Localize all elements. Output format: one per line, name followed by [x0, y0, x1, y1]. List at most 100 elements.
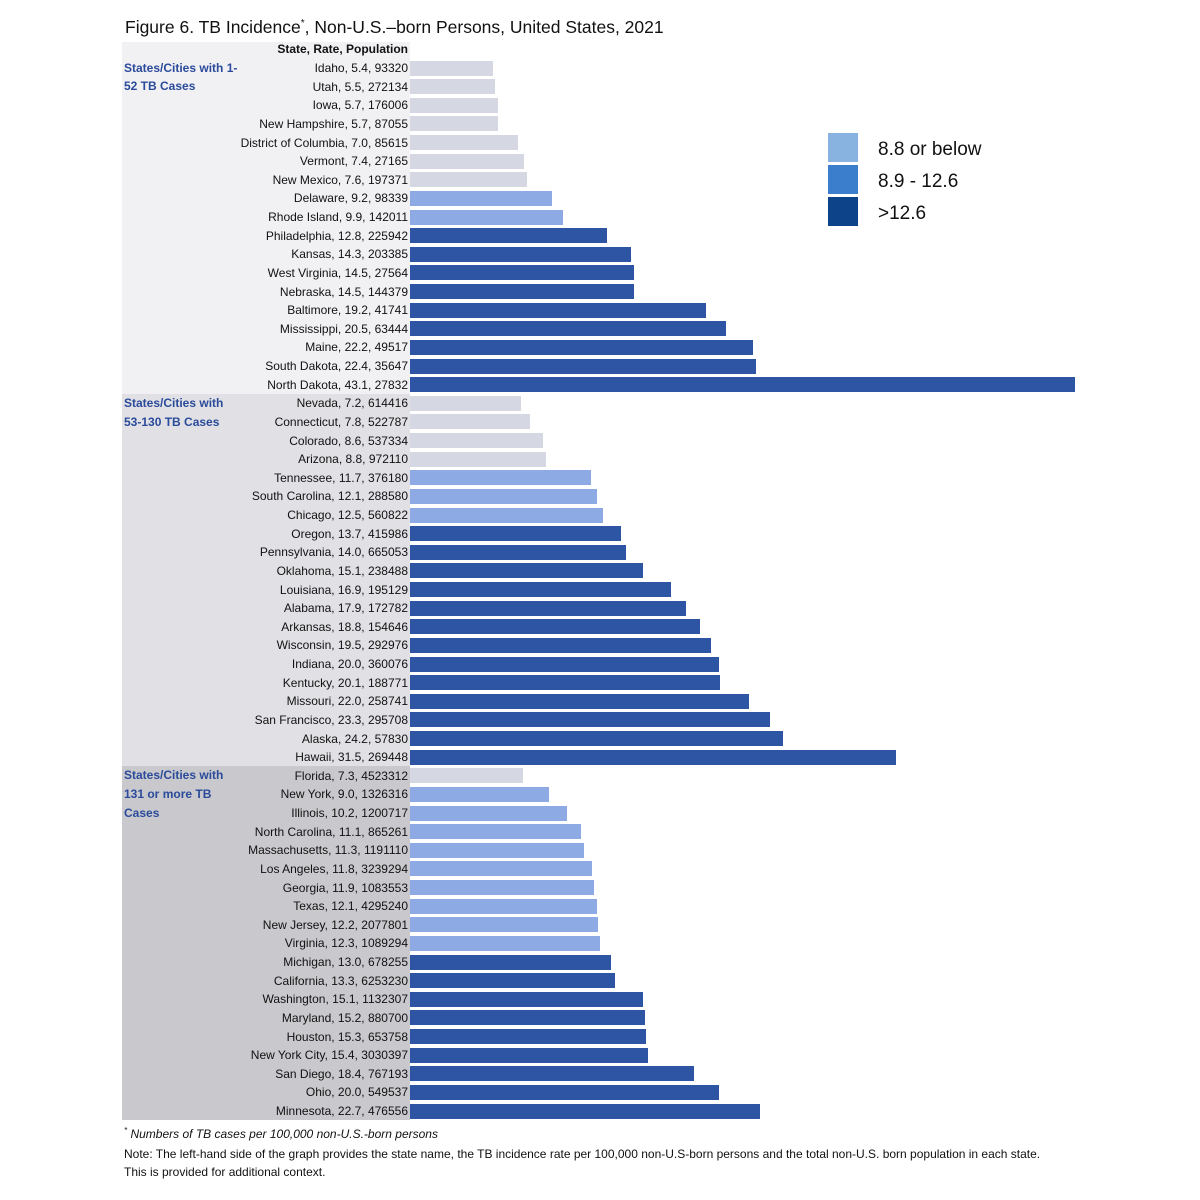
group-label: States/Cities with 1-52 TB Cases	[124, 60, 238, 94]
bar	[410, 917, 599, 933]
bar	[410, 395, 522, 411]
bar-label: Oregon, 13.7, 415986	[291, 526, 408, 541]
title-rest: , Non-U.S.–born Persons, United States, …	[304, 17, 664, 37]
bar	[410, 507, 603, 523]
bar	[410, 637, 711, 653]
bar-label: Minnesota, 22.7, 476556	[275, 1104, 408, 1118]
group-panel: States/Cities with 53-130 TB Cases	[122, 393, 410, 767]
bar	[410, 861, 593, 877]
bar	[410, 563, 643, 579]
bar	[410, 209, 563, 225]
bar-label: Los Angeles, 11.8, 3239294	[260, 861, 408, 876]
bar-label: Indiana, 20.0, 360076	[291, 657, 408, 671]
bar	[410, 414, 531, 430]
bar-label: North Dakota, 43.1, 27832	[267, 377, 408, 392]
bar	[410, 582, 671, 597]
bar	[410, 600, 687, 616]
bar-label: South Dakota, 22.4, 35647	[265, 359, 408, 373]
bar	[410, 433, 543, 448]
bar	[410, 284, 634, 299]
bar-label: New York, 9.0, 1326316	[280, 787, 408, 802]
bar-label: Vermont, 7.4, 27165	[299, 154, 408, 169]
bar-label: Kentucky, 20.1, 188771	[282, 675, 408, 690]
bar	[410, 842, 585, 858]
footnote: * Numbers of TB cases per 100,000 non-U.…	[124, 1126, 438, 1141]
bar-label: Louisiana, 16.9, 195129	[279, 582, 408, 597]
note: Note: The left-hand side of the graph pr…	[124, 1147, 1041, 1179]
bar-label: San Francisco, 23.3, 295708	[254, 712, 408, 727]
bar-label: Chicago, 12.5, 560822	[287, 508, 408, 522]
column-header: State, Rate, Population	[277, 42, 408, 56]
bar-label: Philadelphia, 12.8, 225942	[265, 228, 408, 243]
legend-label: 8.8 or below	[878, 139, 982, 160]
bar-label: Michigan, 13.0, 678255	[283, 955, 408, 969]
bar	[410, 190, 552, 206]
bar-label: Tennessee, 11.7, 376180	[274, 470, 408, 485]
bar	[410, 731, 784, 746]
title-footnote-mark: *	[300, 18, 305, 30]
bar	[410, 488, 597, 504]
bar-label: Utah, 5.5, 272134	[312, 79, 408, 94]
bar-label: South Carolina, 12.1, 288580	[251, 489, 408, 504]
bar-label: Alaska, 24.2, 57830	[301, 731, 408, 746]
bar	[410, 116, 498, 132]
bar	[410, 824, 582, 840]
bar	[410, 619, 701, 635]
title-text: Figure 6. TB Incidence	[125, 17, 301, 37]
bar-label: Delaware, 9.2, 98339	[293, 191, 408, 206]
bar-label: Arkansas, 18.8, 154646	[281, 619, 408, 634]
bar-label: Alabama, 17.9, 172782	[283, 601, 408, 616]
bar	[410, 153, 525, 169]
bar	[410, 749, 897, 765]
bar	[410, 228, 608, 244]
bar	[410, 246, 631, 262]
bar	[410, 1029, 647, 1044]
bar-label: Illinois, 10.2, 1200717	[291, 806, 408, 820]
bar	[410, 693, 750, 709]
bar	[410, 935, 600, 951]
bar-label: Nevada, 7.2, 614416	[296, 396, 408, 411]
bar-label: Hawaii, 31.5, 269448	[295, 750, 408, 765]
bar	[410, 954, 611, 970]
bar-label: Washington, 15.1, 1132307	[262, 992, 408, 1007]
group-label: States/Cities with 53-130 TB Cases	[124, 395, 224, 429]
legend-swatch	[828, 165, 858, 194]
bar	[410, 135, 518, 150]
legend-label: >12.6	[878, 203, 927, 224]
bar	[410, 880, 594, 895]
bar-label: New York City, 15.4, 3030397	[250, 1048, 408, 1063]
bar	[410, 1103, 761, 1119]
bar-label: Virginia, 12.3, 1089294	[284, 936, 408, 951]
bar	[410, 172, 528, 188]
bar-label: Mississippi, 20.5, 63444	[279, 321, 408, 336]
bar	[410, 991, 643, 1007]
bar-label: Texas, 12.1, 4295240	[293, 899, 408, 914]
bar	[410, 805, 568, 821]
bar	[410, 451, 546, 467]
bar-label: Colorado, 8.6, 537334	[289, 433, 408, 448]
bar	[410, 675, 721, 691]
bar	[410, 97, 498, 113]
bar	[410, 470, 591, 486]
bar-label: New Jersey, 12.2, 2077801	[262, 917, 408, 932]
bar-label: Missouri, 22.0, 258741	[286, 694, 408, 709]
bar	[410, 1010, 645, 1026]
bar	[410, 898, 597, 914]
group-panel: States/Cities with 131 or more TB Cases	[122, 766, 410, 1121]
bar	[410, 526, 622, 542]
bar	[410, 786, 549, 802]
bar-label: Kansas, 14.3, 203385	[291, 247, 408, 262]
bar-label: Connecticut, 7.8, 522787	[274, 414, 408, 429]
bar-label: New Hampshire, 5.7, 87055	[259, 116, 408, 131]
bar-label: West Virginia, 14.5, 27564	[267, 265, 408, 280]
bar-label: Pennsylvania, 14.0, 665053	[259, 545, 408, 560]
bar-label: Ohio, 20.0, 549537	[305, 1085, 408, 1100]
legend-swatch	[828, 133, 858, 162]
chart-title: Figure 6. TB Incidence*, Non-U.S.–born P…	[125, 17, 664, 38]
bar	[410, 358, 756, 374]
bar	[410, 712, 770, 728]
bar-label: District of Columbia, 7.0, 85615	[240, 135, 408, 150]
bar	[410, 656, 719, 672]
bar-label: Nebraska, 14.5, 144379	[279, 284, 408, 299]
bar-label: Florida, 7.3, 4523312	[294, 768, 408, 783]
